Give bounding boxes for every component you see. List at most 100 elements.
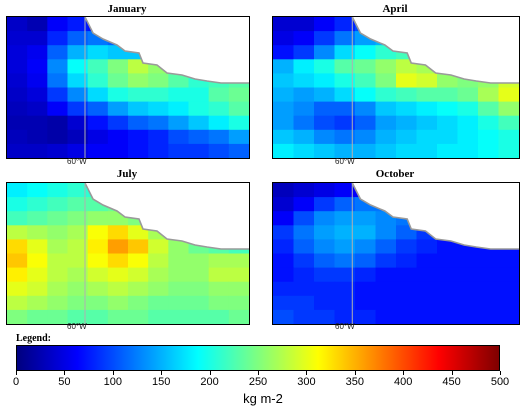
grid-cell — [7, 211, 28, 226]
grid-cell — [67, 143, 89, 158]
grid-cell — [208, 281, 230, 297]
grid-cell — [293, 281, 315, 297]
grid-cell — [87, 101, 109, 117]
grid-cell — [188, 281, 210, 297]
grid-cell — [87, 59, 109, 74]
grid-cell — [457, 281, 479, 297]
grid-cell — [375, 239, 397, 255]
grid-cell — [47, 211, 69, 226]
grid-cell — [168, 309, 190, 324]
grid-cell — [107, 101, 129, 117]
grid-cell — [208, 129, 230, 145]
grid-cell — [355, 143, 377, 158]
grid-cell — [148, 295, 169, 311]
grid-cell — [47, 101, 69, 117]
grid-cell — [273, 143, 295, 158]
grid-cell — [107, 73, 129, 89]
grid-cell — [27, 281, 48, 297]
grid-cell — [498, 115, 519, 131]
grid-cell — [128, 115, 149, 131]
grid-cell — [228, 143, 249, 158]
grid-cell — [87, 143, 109, 158]
grid-cell — [67, 73, 89, 89]
grid-cell — [188, 253, 210, 269]
grid-cell — [87, 309, 109, 324]
legend-tick-label: 150 — [152, 376, 171, 388]
grid-cell — [355, 211, 377, 226]
legend-tick-mark — [354, 371, 356, 375]
grid-cell — [208, 295, 230, 311]
grid-cell — [375, 143, 397, 158]
grid-cell — [67, 295, 89, 311]
grid-cell — [457, 143, 479, 158]
grid-cell — [67, 309, 89, 324]
grid-cell — [208, 115, 230, 131]
grid-cell — [47, 309, 69, 324]
grid-cell — [396, 253, 418, 269]
grid-cell — [314, 101, 336, 117]
lon-label-january: 60°W — [67, 157, 87, 166]
grid-cell — [27, 101, 48, 117]
grid-cell — [273, 73, 295, 89]
grid-cell — [334, 45, 356, 60]
map-canvas — [7, 183, 249, 324]
land-area — [85, 17, 249, 83]
grid-cell — [273, 59, 295, 74]
grid-cell — [228, 101, 249, 117]
grid-cell — [457, 115, 479, 131]
grid-cell — [27, 267, 48, 283]
grid-cell — [47, 115, 69, 131]
grid-cell — [355, 101, 377, 117]
grid-cell — [293, 239, 315, 255]
grid-cell — [228, 253, 249, 269]
grid-cell — [228, 281, 249, 297]
grid-cell — [355, 253, 377, 269]
grid-cell — [67, 45, 89, 60]
grid-cell — [67, 239, 89, 255]
grid-cell — [128, 239, 149, 255]
grid-cell — [396, 143, 418, 158]
grid-cell — [67, 115, 89, 131]
grid-cell — [47, 281, 69, 297]
grid-cell — [355, 267, 377, 283]
grid-cell — [67, 267, 89, 283]
grid-cell — [293, 267, 315, 283]
grid-cell — [7, 239, 28, 255]
grid-cell — [437, 253, 459, 269]
grid-cell — [128, 295, 149, 311]
legend-tick-label: 0 — [12, 376, 20, 388]
grid-cell — [396, 281, 418, 297]
map-july — [6, 182, 250, 325]
grid-cell — [334, 17, 356, 32]
grid-cell — [314, 239, 336, 255]
grid-cell — [27, 115, 48, 131]
grid-cell — [375, 59, 397, 74]
grid-cell — [334, 59, 356, 74]
grid-cell — [396, 267, 418, 283]
grid-cell — [478, 87, 500, 103]
land-area — [352, 183, 519, 249]
grid-cell — [396, 101, 418, 117]
grid-cell — [27, 129, 48, 145]
grid-cell — [293, 129, 315, 145]
grid-cell — [293, 183, 315, 198]
grid-cell — [7, 143, 28, 158]
grid-cell — [188, 309, 210, 324]
grid-cell — [437, 73, 459, 89]
grid-cell — [67, 281, 89, 297]
grid-cell — [107, 225, 129, 240]
map-canvas — [7, 17, 249, 158]
grid-cell — [87, 239, 109, 255]
grid-cell — [416, 73, 438, 89]
grid-cell — [314, 225, 336, 240]
grid-cell — [128, 143, 149, 158]
grid-cell — [314, 183, 336, 198]
grid-cell — [47, 129, 69, 145]
grid-cell — [208, 87, 230, 103]
panel-title-october: October — [375, 168, 415, 180]
grid-cell — [375, 101, 397, 117]
grid-cell — [7, 309, 28, 324]
grid-cell — [334, 101, 356, 117]
grid-cell — [314, 17, 336, 32]
grid-cell — [334, 211, 356, 226]
